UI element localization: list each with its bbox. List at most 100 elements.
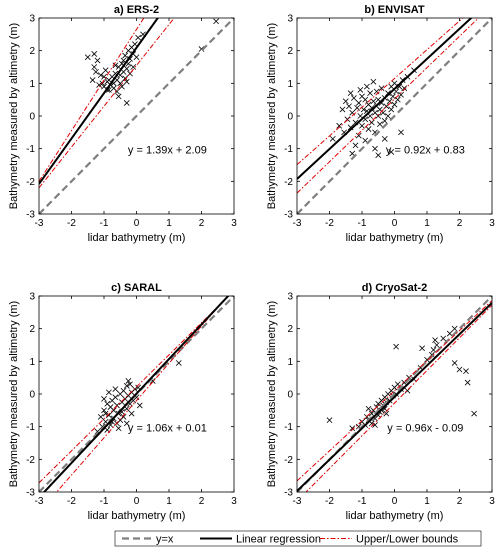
- data-point: [456, 366, 463, 373]
- data-point: [354, 104, 361, 111]
- data-point: [451, 360, 458, 366]
- x-tick-label: 1: [166, 218, 172, 229]
- data-point: [347, 90, 354, 97]
- data-point: [198, 46, 205, 52]
- data-point: [84, 54, 91, 61]
- data-point: [391, 101, 398, 108]
- regression-line: [297, 18, 473, 180]
- data-point: [175, 360, 182, 366]
- x-tick-label: -3: [293, 218, 302, 229]
- x-tick-label: -2: [325, 496, 334, 507]
- data-point: [355, 100, 362, 106]
- data-point: [349, 425, 356, 432]
- data-point: [110, 407, 117, 414]
- x-tick-label: -1: [358, 218, 367, 229]
- data-point: [424, 356, 430, 363]
- data-point: [339, 106, 346, 113]
- y-tick-label: -2: [26, 455, 35, 466]
- data-point: [393, 343, 400, 350]
- data-point: [370, 78, 377, 85]
- y-tick-label: -3: [26, 210, 35, 221]
- x-tick-label: 3: [231, 218, 237, 229]
- y-tick-label: -3: [26, 488, 35, 499]
- y-axis-label: Bathymetry measured by altimetry (m): [266, 23, 278, 209]
- data-point: [370, 98, 377, 105]
- x-tick-label: -3: [35, 496, 44, 507]
- legend-label-bounds: Upper/Lower bounds: [356, 534, 459, 546]
- y-tick-label: -3: [284, 488, 293, 499]
- data-point: [419, 345, 426, 352]
- data-point: [367, 90, 374, 97]
- lower-bound-line: [297, 18, 480, 194]
- y-tick-label: -1: [26, 422, 35, 433]
- x-tick-label: 2: [457, 218, 463, 229]
- data-point: [105, 389, 112, 396]
- x-tick-label: 3: [489, 496, 495, 507]
- plot-area: [39, 296, 234, 492]
- data-point: [130, 64, 137, 70]
- y-tick-label: -1: [26, 144, 35, 155]
- y-tick-label: 0: [287, 112, 293, 123]
- y-tick-label: 3: [287, 14, 293, 25]
- upper-bound-line: [39, 296, 230, 484]
- panel-title: d) CryoSat-2: [362, 282, 427, 294]
- data-point: [118, 83, 125, 90]
- data-point: [101, 407, 107, 414]
- legend: y=x Linear regression Upper/Lower bounds: [114, 530, 482, 547]
- data-point: [122, 75, 129, 82]
- data-point: [430, 347, 437, 353]
- y-axis-label: Bathymetry measured by altimetry (m): [8, 301, 20, 487]
- data-point: [102, 67, 109, 74]
- data-point: [350, 95, 357, 101]
- data-point: [357, 86, 364, 93]
- data-point: [355, 132, 362, 139]
- data-point: [388, 149, 395, 155]
- data-point: [105, 412, 112, 419]
- data-point: [123, 100, 130, 106]
- regression-line: [39, 18, 160, 185]
- y-tick-label: 1: [29, 357, 35, 368]
- data-point: [123, 420, 130, 427]
- y-tick-label: 2: [29, 46, 35, 57]
- data-point: [376, 121, 383, 128]
- upper-bound-line: [297, 300, 492, 482]
- data-point: [464, 379, 471, 386]
- x-tick-label: 2: [457, 496, 463, 507]
- data-point: [91, 64, 98, 70]
- data-point: [123, 382, 130, 389]
- y-tick-label: 1: [287, 357, 293, 368]
- data-point: [398, 129, 404, 136]
- y-tick-label: -1: [284, 422, 293, 433]
- data-point: [94, 57, 101, 64]
- panel-4: -3-3 -2 -2 -1 -1 0 0 1 1 2 2 3 3 d) CryoSat-2 lidar ba…: [266, 282, 495, 522]
- x-axis-label: lidar bathymetry (m): [88, 232, 186, 244]
- data-point: [136, 402, 143, 409]
- data-point: [97, 413, 104, 420]
- data-point: [336, 122, 343, 129]
- data-point: [112, 62, 119, 69]
- data-point: [471, 410, 478, 417]
- data-point: [91, 51, 98, 57]
- data-point: [398, 91, 404, 98]
- regression-line: [297, 302, 492, 492]
- data-point: [362, 96, 369, 103]
- y-tick-label: 0: [29, 112, 35, 123]
- data-point: [135, 34, 142, 41]
- y-tick-label: 1: [287, 79, 293, 90]
- data-point: [383, 410, 390, 417]
- x-axis-label: lidar bathymetry (m): [346, 510, 444, 522]
- data-point: [391, 80, 398, 87]
- y-tick-label: -2: [284, 177, 293, 188]
- x-tick-label: 1: [424, 218, 430, 229]
- plot-area: [297, 296, 492, 492]
- regression-equation: y = 0.96x - 0.09: [387, 423, 463, 435]
- y-tick-label: 2: [287, 324, 293, 335]
- y-tick-label: 2: [287, 46, 293, 57]
- lower-bound-line: [305, 304, 492, 492]
- plot-area: [39, 18, 234, 214]
- y-tick-label: -2: [26, 177, 35, 188]
- data-point: [115, 93, 122, 100]
- regression-equation: y = 1.39x + 2.09: [128, 145, 207, 157]
- regression-line: [42, 296, 230, 492]
